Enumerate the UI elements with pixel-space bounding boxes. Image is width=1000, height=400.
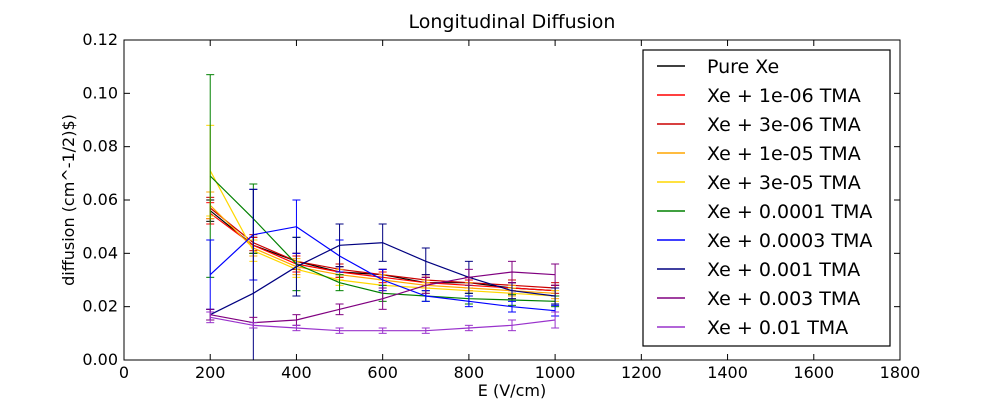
legend-label: Xe + 0.0003 TMA [707, 230, 872, 252]
x-tick-label: 1400 [707, 363, 748, 382]
x-axis-label: E (V/cm) [478, 381, 546, 400]
legend-label: Xe + 1e-05 TMA [707, 143, 861, 165]
x-ticks: 0 200 400 600 800 1000 1200 1400 1600 1800 [119, 40, 920, 382]
legend-label: Xe + 0.003 TMA [707, 288, 860, 310]
x-tick-label: 200 [195, 363, 226, 382]
x-tick-label: 400 [281, 363, 312, 382]
y-tick-label: 0.04 [82, 243, 118, 262]
legend-label: Xe + 1e-06 TMA [707, 85, 861, 107]
series-line [210, 271, 556, 324]
series-8 [206, 260, 560, 329]
y-tick-label: 0.00 [82, 350, 118, 369]
chart-title: Longitudinal Diffusion [409, 11, 616, 33]
series-group [206, 74, 560, 360]
legend-label: Xe + 3e-05 TMA [707, 172, 861, 194]
legend-box [642, 49, 891, 347]
legend-label: Xe + 3e-06 TMA [707, 114, 861, 136]
x-tick-label: 1200 [621, 363, 662, 382]
y-tick-label: 0.12 [82, 30, 118, 49]
legend: Pure Xe Xe + 1e-06 TMA Xe + 3e-06 TMA Xe + … [642, 49, 891, 347]
series-line [209, 242, 556, 316]
x-tick-label: 0 [119, 363, 129, 382]
legend-label: Xe + 0.01 TMA [707, 317, 848, 339]
legend-label: Pure Xe [707, 56, 779, 78]
y-tick-label: 0.06 [82, 190, 118, 209]
y-ticks: 0.00 0.02 0.04 0.06 0.08 0.10 0.12 [82, 30, 900, 369]
x-tick-label: 1000 [535, 363, 576, 382]
x-tick-label: 1800 [880, 363, 921, 382]
legend-label: Xe + 0.0001 TMA [707, 201, 872, 223]
y-tick-label: 0.08 [82, 137, 118, 156]
x-tick-label: 600 [367, 363, 398, 382]
y-tick-label: 0.02 [82, 297, 118, 316]
series-9 [206, 311, 560, 334]
y-axis-label: diffusion (cm^-1/2)$) [59, 114, 78, 286]
series-line [210, 316, 556, 332]
legend-label: Xe + 0.001 TMA [707, 259, 860, 281]
plot-area: 0 200 400 600 800 1000 1200 1400 1600 18000.000.0… [82, 30, 920, 382]
x-tick-label: 1600 [793, 363, 834, 382]
y-tick-label: 0.10 [82, 83, 118, 102]
series-line [209, 226, 556, 312]
x-tick-label: 800 [454, 363, 485, 382]
